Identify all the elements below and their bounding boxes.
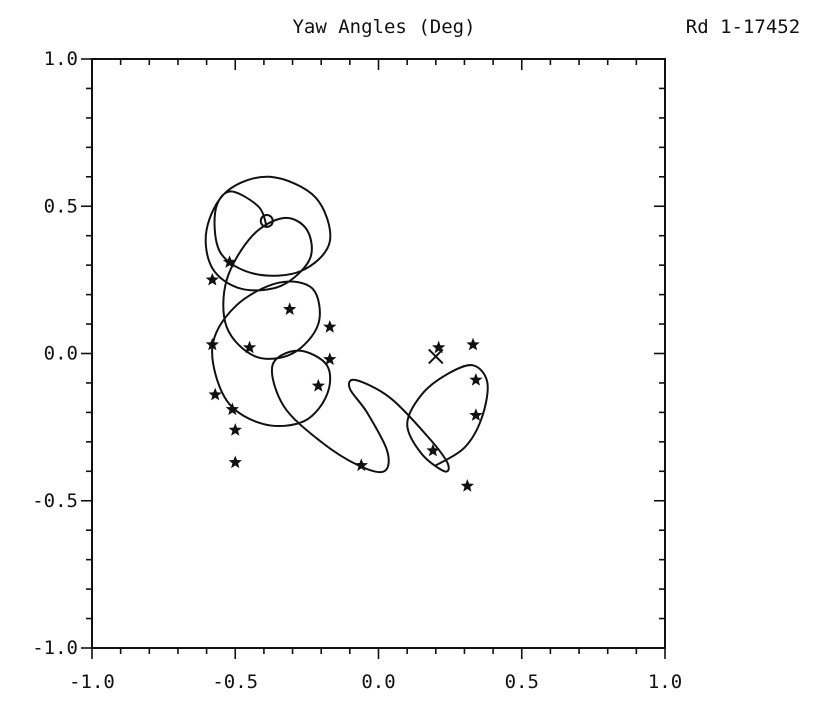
star-marker xyxy=(283,302,297,315)
star-marker xyxy=(323,320,337,333)
star-marker xyxy=(426,443,440,457)
star-marker xyxy=(354,458,368,472)
yaw-trace-line xyxy=(204,175,489,474)
end-x-marker xyxy=(428,348,444,365)
star-marker xyxy=(205,272,219,286)
star-marker xyxy=(225,402,239,416)
star-marker xyxy=(228,423,242,436)
y-tick-label: -0.5 xyxy=(32,490,78,512)
y-tick-label: 1.0 xyxy=(44,48,78,70)
x-tick-label: -0.5 xyxy=(212,671,258,693)
star-marker xyxy=(208,387,222,401)
star-marker xyxy=(469,373,483,386)
start-circle-marker xyxy=(259,213,274,228)
x-tick-label: 0.0 xyxy=(361,671,395,693)
x-tick-label: 0.5 xyxy=(505,671,539,693)
star-marker xyxy=(460,479,474,492)
plot-frame xyxy=(91,58,666,649)
star-marker xyxy=(323,352,337,366)
x-tick-label: -1.0 xyxy=(69,671,115,693)
star-marker xyxy=(432,340,446,354)
axis-ticks xyxy=(81,58,666,659)
star-marker xyxy=(466,337,480,351)
y-tick-label: 0.5 xyxy=(44,195,78,217)
star-marker xyxy=(222,255,237,268)
x-tick-labels: -1.0 -0.5 0.0 0.5 1.0 xyxy=(69,671,682,693)
star-marker xyxy=(242,340,257,354)
data-series xyxy=(204,175,489,492)
star-marker xyxy=(205,337,219,351)
y-tick-label: -1.0 xyxy=(32,637,78,659)
star-marker xyxy=(311,378,325,392)
chart-title: Yaw Angles (Deg) xyxy=(292,16,475,38)
star-marker xyxy=(228,455,242,469)
y-tick-labels: 1.0 0.5 0.0 -0.5 -1.0 xyxy=(32,48,78,659)
y-tick-label: 0.0 xyxy=(44,343,78,365)
run-annotation: Rd 1-17452 xyxy=(686,16,800,38)
star-marker xyxy=(469,408,483,421)
x-tick-label: 1.0 xyxy=(648,671,682,693)
